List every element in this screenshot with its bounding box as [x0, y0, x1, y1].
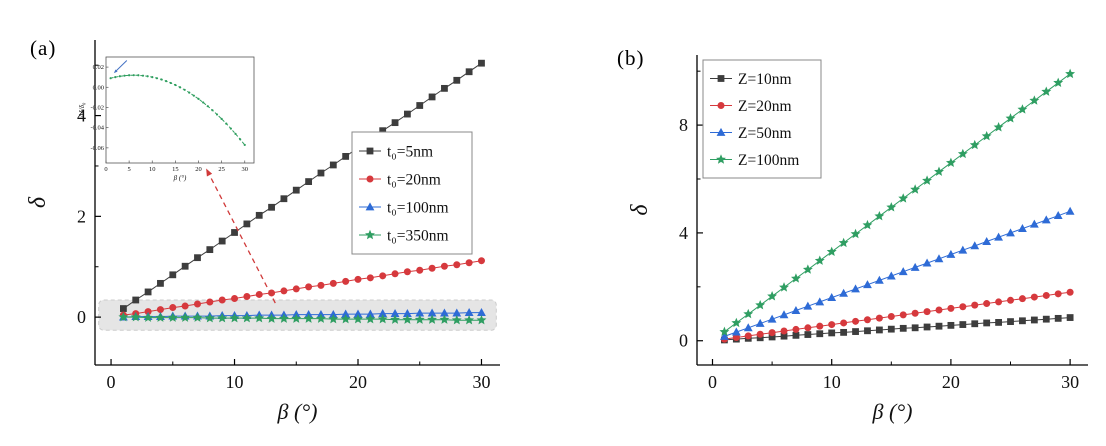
panel-b-label: (b)	[617, 46, 645, 70]
svg-text:0.02: 0.02	[93, 64, 104, 71]
svg-text:β (°): β (°)	[173, 174, 187, 182]
svg-text:0: 0	[708, 372, 717, 392]
svg-text:δ: δ	[25, 196, 51, 208]
svg-text:0: 0	[107, 372, 116, 392]
svg-text:20: 20	[349, 372, 367, 392]
svg-text:t₀=5nm: t₀=5nm	[387, 144, 433, 161]
panel-a-label: (a)	[30, 36, 57, 60]
svg-text:-0.06: -0.06	[90, 145, 104, 152]
svg-text:2: 2	[77, 206, 86, 226]
svg-text:0: 0	[77, 307, 86, 327]
svg-text:5: 5	[128, 166, 131, 173]
panel-a-plot: 0 10 20 30 0 2 4 β (°) δ t₀=5nm t₀=20nm t₀=100nm t₀=…	[25, 40, 500, 424]
svg-text:Z=50nm: Z=50nm	[738, 125, 792, 142]
svg-text:30: 30	[242, 166, 249, 173]
svg-text:Z=10nm: Z=10nm	[738, 71, 792, 88]
svg-text:4: 4	[679, 223, 688, 243]
svg-text:20: 20	[195, 166, 202, 173]
svg-text:8: 8	[679, 115, 688, 135]
svg-text:Z=20nm: Z=20nm	[738, 98, 792, 115]
svg-text:30: 30	[472, 372, 490, 392]
svg-text:0: 0	[679, 331, 688, 351]
svg-text:30: 30	[1061, 372, 1079, 392]
svg-text:t₀=350nm: t₀=350nm	[387, 228, 449, 245]
svg-text:10: 10	[823, 372, 841, 392]
svg-text:t₀=20nm: t₀=20nm	[387, 172, 441, 189]
svg-text:β (°): β (°)	[277, 399, 318, 424]
svg-text:δ: δ	[627, 204, 653, 216]
svg-text:20: 20	[942, 372, 960, 392]
svg-text:25: 25	[218, 166, 225, 173]
svg-text:10: 10	[226, 372, 244, 392]
svg-text:Z=100nm: Z=100nm	[738, 152, 799, 169]
svg-text:t₀=100nm: t₀=100nm	[387, 200, 449, 217]
svg-text:0.00: 0.00	[93, 84, 104, 91]
svg-text:4: 4	[77, 106, 86, 126]
panel-b: (b) 0 10 20 30 0 4 8 β (°) δ Z=10nm Z=20nm Z=50nm Z=…	[553, 0, 1106, 446]
svg-text:10: 10	[149, 166, 156, 173]
svg-text:Δδ/δ₀: Δδ/δ₀	[78, 102, 86, 119]
svg-text:-0.02: -0.02	[90, 104, 104, 111]
svg-text:15: 15	[172, 166, 179, 173]
panel-a: (a) 0 10 20 30 0 2 4 β (°) δ t₀=5nm t₀=20nm t₀=100n…	[25, 36, 500, 424]
svg-text:-0.04: -0.04	[90, 125, 104, 132]
svg-text:β (°): β (°)	[872, 399, 913, 424]
panel-b-plot: 0 10 20 30 0 4 8 β (°) δ Z=10nm Z=20nm Z=50nm Z=100n…	[627, 55, 1088, 424]
svg-text:0: 0	[104, 166, 107, 173]
